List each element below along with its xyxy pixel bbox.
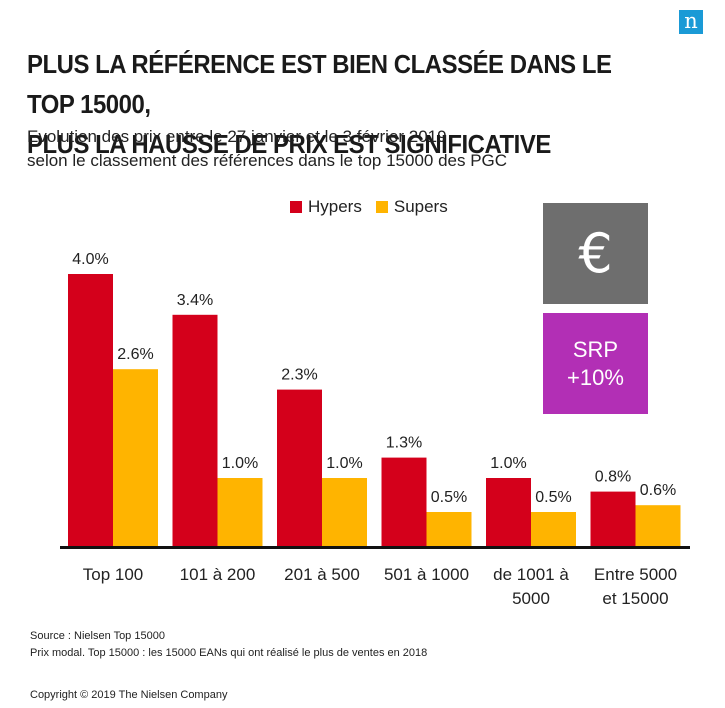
legend-item-supers: Supers <box>375 197 448 217</box>
data-label-supers-1: 1.0% <box>222 455 258 472</box>
legend-swatch-supers <box>375 201 388 213</box>
data-label-hypers-4: 1.0% <box>490 455 526 472</box>
bar-hypers-0 <box>68 274 113 546</box>
bar-hypers-4 <box>486 478 531 546</box>
title-line-2: PLUS LA HAUSSE DE PRIX EST SIGNIFICATIVE <box>27 129 551 159</box>
chart-subtitle: Evolution des prix entre le 27 janvier e… <box>27 125 707 173</box>
legend-label-supers: Supers <box>393 197 448 216</box>
data-label-hypers-0: 4.0% <box>72 251 108 268</box>
data-label-hypers-2: 2.3% <box>281 367 317 384</box>
legend-swatch-hypers <box>290 201 302 213</box>
definition-note: Prix modal. Top 15000 : les 15000 EANs q… <box>30 647 428 659</box>
category-label-4-1: 5000 <box>512 589 550 608</box>
bar-hypers-5 <box>590 491 636 546</box>
euro-box: € <box>543 203 648 304</box>
data-label-supers-4: 0.5% <box>535 489 571 506</box>
bar-supers-1 <box>217 478 263 546</box>
chart-title: PLUS LA RÉFÉRENCE EST BIEN CLASSÉE DANS … <box>27 44 634 164</box>
category-label-1-0: 101 à 200 <box>180 565 256 584</box>
data-label-supers-5: 0.6% <box>640 482 676 499</box>
bar-supers-3 <box>426 512 472 546</box>
nielsen-logo-icon: n <box>679 10 703 34</box>
chart-legend: Hypers Supers <box>290 197 454 217</box>
euro-icon: € <box>578 222 613 285</box>
srp-label: SRP <box>572 336 619 362</box>
source-note: Source : Nielsen Top 15000 <box>30 630 165 642</box>
category-label-2-0: 201 à 500 <box>284 565 360 584</box>
category-label-3-0: 501 à 1000 <box>384 565 469 584</box>
bar-supers-4 <box>531 512 576 546</box>
srp-value: +10% <box>567 364 624 390</box>
data-label-supers-3: 0.5% <box>431 489 467 506</box>
data-label-supers-0: 2.6% <box>117 346 153 363</box>
bar-hypers-3 <box>381 457 427 546</box>
data-label-supers-2: 1.0% <box>326 455 362 472</box>
data-label-hypers-1: 3.4% <box>177 292 213 309</box>
category-label-5-1: et 15000 <box>602 589 668 608</box>
bar-supers-2 <box>322 478 367 546</box>
legend-item-hypers: Hypers <box>290 197 362 217</box>
subtitle-line-2: selon le classement des références dans … <box>27 151 508 170</box>
data-label-hypers-3: 1.3% <box>386 435 422 452</box>
bar-hypers-1 <box>172 314 218 546</box>
data-label-hypers-5: 0.8% <box>595 469 631 486</box>
subtitle-line-1: Evolution des prix entre le 27 janvier e… <box>27 127 447 146</box>
bar-supers-0 <box>113 369 158 546</box>
title-line-1: PLUS LA RÉFÉRENCE EST BIEN CLASSÉE DANS … <box>27 49 612 119</box>
category-label-5-0: Entre 5000 <box>594 565 677 584</box>
bar-hypers-2 <box>277 389 322 546</box>
chart-footer: Source : Nielsen Top 15000 Prix modal. T… <box>30 628 427 662</box>
copyright: Copyright © 2019 The Nielsen Company <box>30 689 228 701</box>
category-label-0-0: Top 100 <box>83 565 144 584</box>
bar-supers-5 <box>635 505 681 546</box>
category-label-4-0: de 1001 à <box>493 565 569 584</box>
legend-label-hypers: Hypers <box>308 197 362 216</box>
srp-box: SRP +10% <box>543 313 648 414</box>
